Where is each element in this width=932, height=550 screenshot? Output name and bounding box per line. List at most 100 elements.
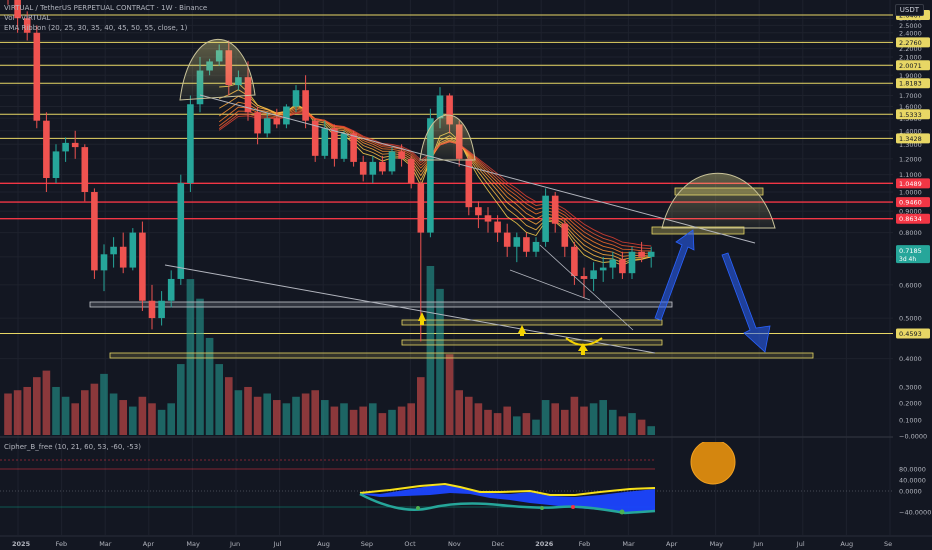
- level-tag-text: 1.5333: [899, 111, 922, 119]
- volume-bar: [23, 386, 31, 435]
- volume-bar: [647, 426, 655, 435]
- candle-body: [340, 133, 348, 159]
- up-arrow-icon: [581, 351, 585, 355]
- candle-body: [331, 128, 338, 159]
- volume-bar: [100, 373, 108, 435]
- price-tick-label: 2.1000: [899, 54, 922, 62]
- volume-bar: [282, 403, 291, 435]
- time-tick-label: Nov: [448, 540, 461, 548]
- candle-body: [158, 300, 165, 319]
- volume-bar: [561, 409, 569, 435]
- level-tag: [896, 197, 930, 208]
- level-tag: [896, 213, 930, 224]
- up-arrow-icon: [520, 333, 524, 336]
- time-tick-label: Aug: [840, 540, 853, 548]
- countdown-text: 3d 4h: [899, 256, 916, 263]
- price-tick-label: 1.2000: [899, 155, 922, 163]
- candle-body: [647, 251, 655, 257]
- candle-body: [417, 183, 425, 233]
- candle-body: [494, 221, 501, 233]
- price-tick-label: 1.1000: [899, 171, 922, 179]
- price-tick-label: 1.9000: [899, 72, 922, 80]
- volume-legend[interactable]: Vol · VIRTUAL: [4, 14, 51, 22]
- candle-body: [484, 215, 492, 222]
- price-tick-label: 1.0000: [899, 189, 922, 197]
- candle-body: [628, 251, 636, 274]
- candle-body: [91, 192, 98, 271]
- orange-circle-marker: [690, 442, 736, 485]
- candle-body: [359, 161, 367, 175]
- chart-drawings: [164, 39, 776, 355]
- volume-bar: [148, 403, 156, 435]
- volume-bar: [407, 403, 415, 435]
- level-tag-text: 2.2760: [899, 39, 922, 47]
- price-tick-label: 1.4000: [899, 127, 922, 135]
- up-arrow-icon: [420, 321, 424, 325]
- volume-bar: [503, 406, 511, 435]
- candle-body: [561, 223, 569, 247]
- currency-unit[interactable]: USDT: [894, 4, 924, 16]
- price-axis[interactable]: 2.60002.50002.40002.30002.20002.10002.00…: [893, 0, 932, 550]
- volume-bar: [90, 383, 99, 435]
- volume-bar: [637, 419, 646, 435]
- last-price-text: 0.7185: [899, 247, 922, 255]
- candle-body: [139, 232, 146, 301]
- volume-tick-label: −0.0000: [899, 433, 927, 441]
- time-tick-label: Jun: [229, 540, 240, 548]
- oscillator-legend[interactable]: Cipher_B_free (10, 21, 60, 53, -60, -53): [4, 443, 141, 451]
- time-axis-bg: [0, 536, 893, 550]
- candle-body: [590, 270, 597, 279]
- candle-body: [551, 195, 559, 224]
- level-tag-text: 1.3428: [899, 135, 922, 143]
- level-tag: [896, 78, 930, 89]
- time-tick-label: May: [710, 540, 724, 548]
- volume-bar: [81, 390, 89, 435]
- volume-bar: [129, 406, 137, 435]
- oscillator-pane: [0, 442, 893, 515]
- volume-bar: [33, 377, 41, 435]
- candle-body: [33, 32, 41, 121]
- volume-bar: [369, 403, 377, 435]
- time-tick-label: Aug: [317, 540, 330, 548]
- candle-body: [427, 118, 434, 233]
- oscillator-axis: 80.0000 40.0000 0.0000 −40.0000: [899, 466, 931, 517]
- candle-body: [609, 259, 617, 268]
- time-tick-label: Feb: [56, 540, 68, 548]
- price-tick-label: 1.7000: [899, 92, 922, 100]
- zone-box: [89, 301, 673, 308]
- symbol-legend[interactable]: VIRTUAL / TetherUS PERPETUAL CONTRACT · …: [4, 4, 208, 12]
- volume-bar: [551, 403, 559, 435]
- arrow-down-projection: [721, 252, 771, 353]
- candle-body: [283, 106, 290, 125]
- time-tick-label: Mar: [99, 540, 112, 548]
- volume-bar: [493, 413, 502, 435]
- up-arrow-icon: [578, 343, 588, 351]
- volume-bar: [167, 403, 175, 435]
- candle-body: [379, 161, 386, 172]
- volume-bar: [119, 400, 127, 435]
- level-tag: [896, 60, 930, 71]
- price-tick-label: 0.9000: [899, 208, 922, 216]
- time-tick-label: Jun: [752, 540, 763, 548]
- bottom-curve: [565, 337, 603, 346]
- zone-box: [109, 352, 814, 359]
- volume-bar: [349, 409, 358, 435]
- candle-body: [14, 0, 21, 19]
- volume-bar: [340, 403, 348, 435]
- candle-body: [321, 128, 329, 156]
- candle-body: [177, 183, 185, 279]
- volume-tick-label: 0.3000: [899, 384, 922, 392]
- ema-legend[interactable]: EMA Ribbon (20, 25, 30, 35, 40, 45, 50, …: [4, 24, 188, 32]
- last-price-tag: [896, 245, 930, 264]
- candle-body: [446, 95, 453, 125]
- volume-bar: [513, 416, 521, 435]
- candle-body: [638, 251, 645, 257]
- price-tick-label: 1.3000: [899, 141, 922, 149]
- volume-bar: [225, 377, 233, 435]
- volume-bar: [42, 370, 51, 435]
- level-tag: [896, 133, 930, 144]
- candle-body: [542, 195, 549, 242]
- candle-body: [465, 158, 473, 208]
- time-axis[interactable]: 2025 Feb Mar Apr May Jun Jul Aug Sep Oct Nov Dec 202…: [0, 535, 932, 550]
